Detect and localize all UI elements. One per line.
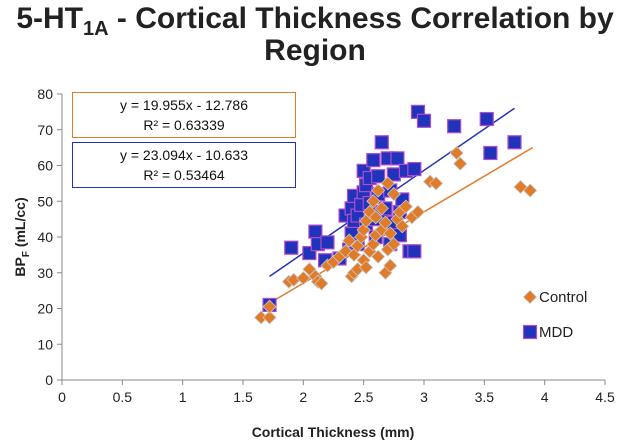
x-tick-label: 2 <box>299 389 307 405</box>
y-axis-title: BPF (mL/cc) <box>12 197 32 276</box>
mdd-point <box>416 113 432 128</box>
mdd-point <box>284 240 299 255</box>
control-point <box>395 219 410 234</box>
y-tick-label: 40 <box>37 229 53 245</box>
y-tick-label: 30 <box>37 265 53 281</box>
control-point <box>380 176 395 191</box>
control-point <box>386 187 401 202</box>
y-axis-title-sub: F <box>21 251 32 257</box>
x-tick-label: 0 <box>58 389 66 405</box>
mdd-point <box>366 153 381 168</box>
mdd-point <box>320 235 335 250</box>
mdd-point <box>483 145 498 161</box>
x-tick-label: 4 <box>541 389 549 405</box>
y-tick-label: 50 <box>37 193 53 209</box>
mdd-legend-label: MDD <box>539 324 573 341</box>
control-point <box>314 276 329 291</box>
control-point <box>386 237 401 252</box>
control-point <box>262 299 277 314</box>
control-point <box>342 233 357 248</box>
mdd-point <box>507 135 522 150</box>
control-legend-marker <box>522 289 538 305</box>
control-point <box>366 194 381 209</box>
y-tick-label: 10 <box>37 336 53 352</box>
mdd-point <box>308 224 323 239</box>
mdd-equation-box: y = 23.094x - 10.633 R² = 0.53464 <box>72 142 296 188</box>
control-legend-label: Control <box>539 289 587 306</box>
x-tick-label: 1.5 <box>233 389 253 405</box>
x-tick-label: 1 <box>179 389 187 405</box>
mdd-point <box>447 119 462 134</box>
x-tick-label: 0.5 <box>113 389 133 405</box>
mdd-r2: R² = 0.53464 <box>143 167 225 183</box>
control-point <box>453 156 468 171</box>
chart-title-line-1: 5-HT1A - Cortical Thickness Correlation … <box>0 2 630 41</box>
y-tick-label: 80 <box>37 86 53 102</box>
x-tick-label: 3.5 <box>475 389 495 405</box>
control-point <box>398 199 413 214</box>
mdd-point <box>390 151 405 166</box>
chart-title-rest: - Cortical Thickness Correlation by <box>108 2 614 35</box>
y-tick-label: 20 <box>37 301 53 317</box>
control-point <box>371 249 386 264</box>
y-tick-label: 70 <box>37 122 53 138</box>
y-axis-title-rest: (mL/cc) <box>12 197 28 251</box>
control-point <box>378 215 393 230</box>
mdd-legend-marker <box>522 324 538 340</box>
control-point <box>429 176 444 191</box>
chart-title-prefix: 5-HT <box>16 2 83 35</box>
control-point <box>368 210 383 225</box>
chart-title-line-2: Region <box>264 34 366 67</box>
control-point <box>383 226 398 241</box>
mdd-point <box>371 169 386 184</box>
legend: Control MDD <box>522 289 587 341</box>
control-equation-box: y = 19.955x - 12.786 R² = 0.63339 <box>72 92 296 138</box>
y-tick-label: 60 <box>37 158 53 174</box>
control-point <box>371 183 386 198</box>
control-point <box>410 204 426 220</box>
control-equation: y = 19.955x - 12.786 <box>119 97 249 113</box>
control-point <box>383 258 398 273</box>
control-point <box>296 271 311 286</box>
mdd-equation: y = 23.094x - 10.633 <box>119 147 249 163</box>
control-point <box>262 310 277 325</box>
x-tick-label: 2.5 <box>354 389 374 405</box>
y-axis-title-main: BP <box>12 257 28 276</box>
mdd-point <box>407 244 422 259</box>
control-point <box>523 183 538 198</box>
mdd-point <box>374 135 389 150</box>
x-tick-label: 4.5 <box>595 389 615 405</box>
x-axis-title: Cortical Thickness (mm) <box>252 424 415 440</box>
control-point <box>359 260 374 275</box>
control-point <box>449 145 464 161</box>
control-r2: R² = 0.63339 <box>143 117 225 133</box>
control-point <box>374 201 389 216</box>
x-tick-label: 3 <box>420 389 428 405</box>
axes: 0 0.5 1 1.5 2 2.5 3 3.5 4 4.5 0 10 20 30 40 50 60 70 80 <box>37 86 615 405</box>
data-points <box>254 104 538 325</box>
mdd-point <box>479 111 494 127</box>
chart-title-sub: 1A <box>82 18 109 40</box>
mdd-point <box>407 161 422 177</box>
y-tick-label: 0 <box>45 372 53 388</box>
